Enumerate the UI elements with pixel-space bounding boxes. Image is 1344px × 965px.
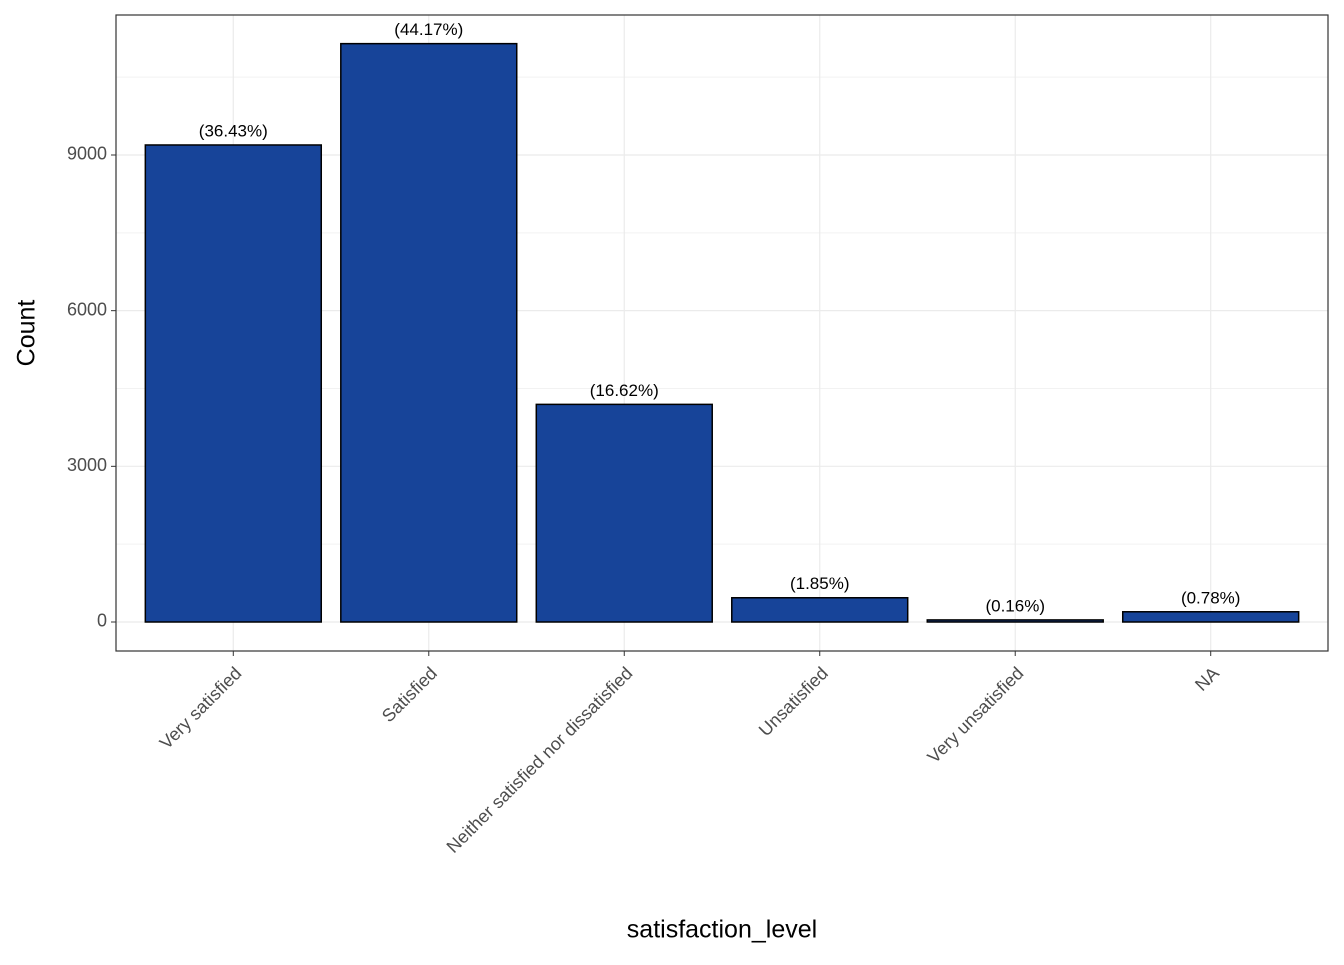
data-label: (0.78%): [1181, 588, 1241, 607]
panel-border: [115, 14, 1329, 652]
data-label: (36.43%): [199, 121, 268, 140]
data-label: (44.17%): [394, 20, 463, 39]
bar: [144, 144, 323, 623]
bar: [731, 597, 909, 623]
data-label: (0.16%): [985, 596, 1045, 615]
x-axis-title: satisfaction_level: [627, 916, 817, 944]
x-tick-label: Very unsatisfied: [923, 663, 1027, 767]
y-tick-label: 0: [97, 611, 107, 631]
x-tick-label: Neither satisfied nor dissatisfied: [443, 663, 637, 857]
x-tick-label: NA: [1191, 663, 1223, 695]
x-tick-label: Satisfied: [378, 663, 441, 726]
bar: [535, 403, 713, 623]
bar: [1121, 611, 1300, 623]
x-tick-label: Very satisfied: [156, 663, 246, 753]
data-label: (16.62%): [590, 381, 659, 400]
bar: [340, 42, 518, 623]
data-label: (1.85%): [790, 574, 850, 593]
y-tick-label: 6000: [67, 299, 107, 319]
y-axis-title: Count: [13, 300, 41, 367]
bar: [926, 619, 1104, 623]
x-tick-label: Unsatisfied: [755, 663, 832, 740]
y-tick-label: 3000: [67, 455, 107, 475]
y-tick-label: 9000: [67, 144, 107, 164]
